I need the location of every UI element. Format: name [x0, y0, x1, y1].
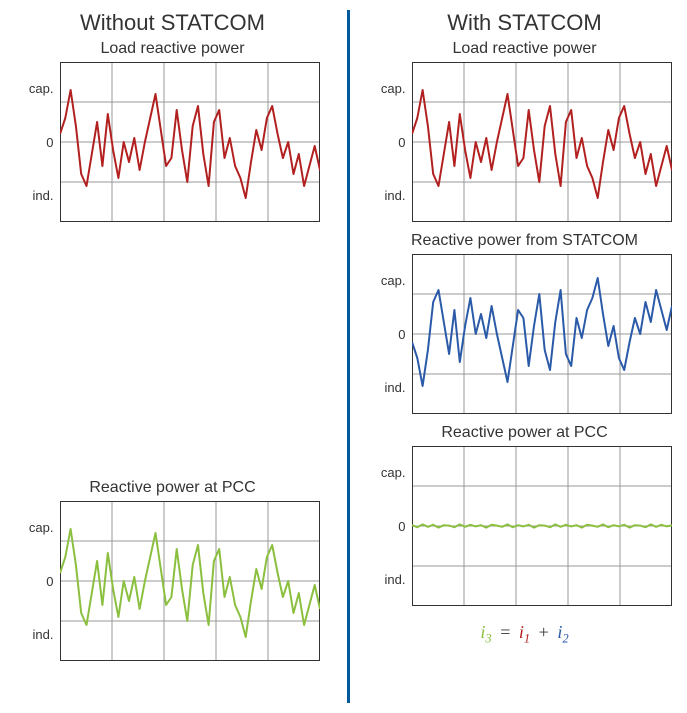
chart-wrap: cap. 0 ind. [378, 254, 672, 414]
plot-area [412, 254, 672, 414]
chart-title: Reactive power from STATCOM [411, 232, 638, 250]
chart-right-pcc: Reactive power at PCC cap. 0 ind. [378, 424, 672, 606]
figure-container: Without STATCOM Load reactive power cap.… [0, 0, 687, 713]
chart-left-load: Load reactive power cap. 0 ind. [26, 40, 320, 222]
chart-wrap: cap. 0 ind. [378, 446, 672, 606]
chart-right-statcom: Reactive power from STATCOM cap. 0 ind. [378, 232, 672, 414]
y-label-cap: cap. [381, 466, 406, 479]
plot-area [412, 62, 672, 222]
y-label-zero: 0 [46, 575, 53, 588]
y-label-cap: cap. [381, 82, 406, 95]
chart-wrap: cap. 0 ind. [26, 501, 320, 661]
y-label-ind: ind. [33, 628, 54, 641]
y-label-ind: ind. [33, 189, 54, 202]
plot-area [412, 446, 672, 606]
equation: i3 = i1 + i2 [480, 622, 568, 647]
plot-area [60, 501, 320, 661]
chart-wrap: cap. 0 ind. [378, 62, 672, 222]
chart-right-load: Load reactive power cap. 0 ind. [378, 40, 672, 222]
column-with-statcom: With STATCOM Load reactive power cap. 0 … [347, 10, 687, 703]
y-label-zero: 0 [46, 136, 53, 149]
equation-plus: + [535, 622, 553, 642]
column-title-right: With STATCOM [447, 10, 601, 36]
y-label-zero: 0 [398, 136, 405, 149]
y-label-ind: ind. [385, 573, 406, 586]
y-axis-labels: cap. 0 ind. [26, 501, 60, 661]
plot-area [60, 62, 320, 222]
y-label-ind: ind. [385, 189, 406, 202]
y-label-ind: ind. [385, 381, 406, 394]
y-label-cap: cap. [29, 521, 54, 534]
chart-title: Reactive power at PCC [441, 424, 607, 442]
y-label-cap: cap. [29, 82, 54, 95]
chart-title: Load reactive power [100, 40, 244, 58]
y-label-zero: 0 [398, 328, 405, 341]
chart-left-pcc: Reactive power at PCC cap. 0 ind. [26, 479, 320, 661]
chart-wrap: cap. 0 ind. [26, 62, 320, 222]
chart-title: Reactive power at PCC [89, 479, 255, 497]
y-axis-labels: cap. 0 ind. [378, 254, 412, 414]
chart-title: Load reactive power [452, 40, 596, 58]
y-axis-labels: cap. 0 ind. [26, 62, 60, 222]
y-axis-labels: cap. 0 ind. [378, 62, 412, 222]
y-label-zero: 0 [398, 520, 405, 533]
y-label-cap: cap. [381, 274, 406, 287]
column-without-statcom: Without STATCOM Load reactive power cap.… [10, 10, 347, 703]
equation-i1: i1 [519, 622, 530, 642]
equation-equals: = [496, 622, 514, 642]
equation-i3: i3 [480, 622, 491, 642]
column-title-left: Without STATCOM [80, 10, 265, 36]
y-axis-labels: cap. 0 ind. [378, 446, 412, 606]
equation-i2: i2 [557, 622, 568, 642]
